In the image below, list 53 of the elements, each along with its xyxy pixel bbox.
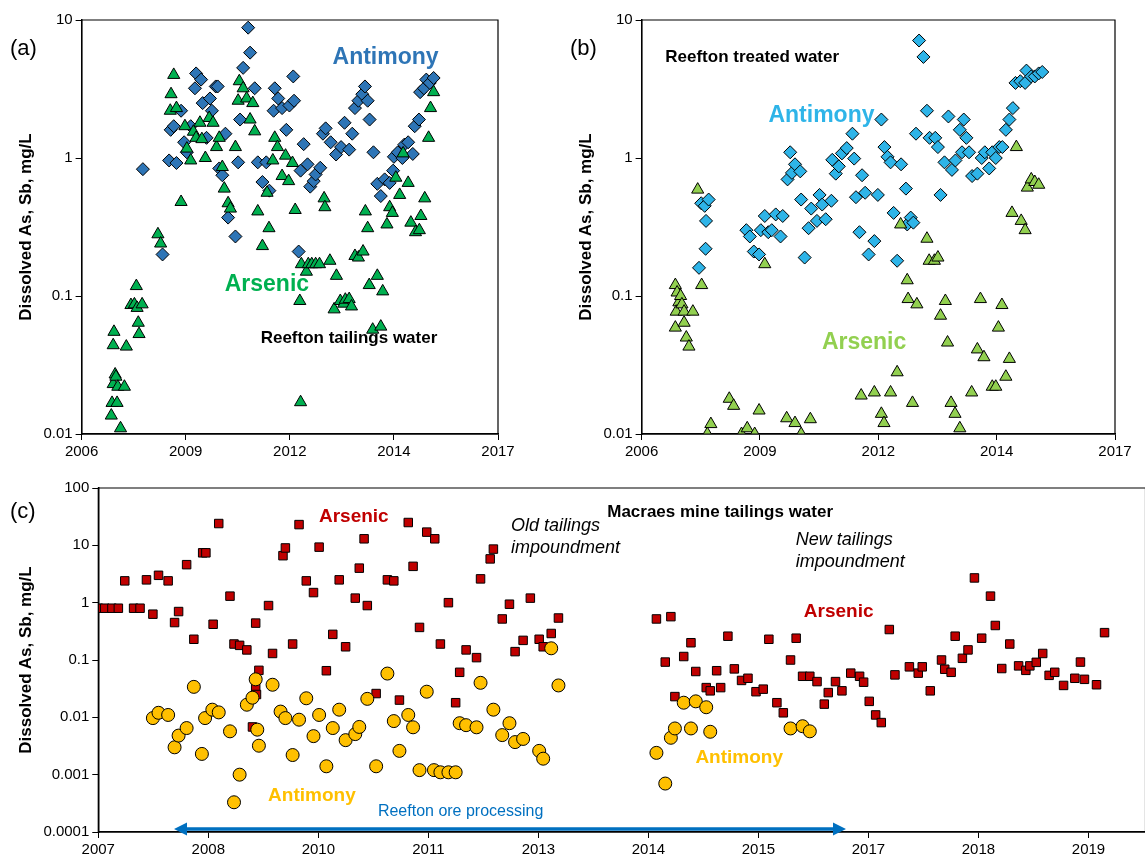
y-tick-label: 10 bbox=[615, 10, 633, 28]
x-tick-label: 2013 bbox=[521, 840, 556, 858]
y-axis-title: Dissolved As, Sb, mg/L bbox=[575, 133, 595, 321]
x-tick-label: 2012 bbox=[861, 442, 895, 460]
y-tick-label: 0.1 bbox=[611, 286, 633, 304]
series-label: Arsenic bbox=[803, 600, 874, 622]
series-label: Antimony bbox=[695, 746, 784, 768]
x-tick-label: 2014 bbox=[631, 840, 666, 858]
y-tick-label: 0.1 bbox=[68, 650, 90, 668]
x-tick-label: 2014 bbox=[377, 442, 411, 460]
x-tick-label: 2017 bbox=[1098, 442, 1132, 460]
x-tick-label: 2018 bbox=[961, 840, 996, 858]
text: (b) bbox=[570, 35, 597, 61]
text: Arsenic bbox=[318, 505, 389, 527]
x-tick-label: 2010 bbox=[301, 840, 336, 858]
y-tick-label: 0.01 bbox=[60, 707, 90, 725]
annotation: Reefton treated water bbox=[665, 46, 840, 66]
x-tick-label: 2011 bbox=[412, 840, 445, 858]
y-tick-label: 1 bbox=[624, 148, 633, 166]
series-label: Antimony bbox=[332, 42, 439, 69]
y-axis-title: Dissolved As, Sb, mg/L bbox=[15, 566, 35, 754]
x-tick-label: 2006 bbox=[624, 442, 659, 460]
series-label: Arsenic bbox=[224, 270, 310, 297]
y-tick-label: 0.01 bbox=[43, 424, 73, 442]
x-tick-label: 2009 bbox=[743, 442, 777, 460]
text: (c) bbox=[10, 498, 36, 524]
x-tick-label: 2019 bbox=[1071, 840, 1106, 858]
series-label: Arsenic bbox=[821, 328, 907, 355]
y-tick-label: 0.01 bbox=[603, 424, 633, 442]
y-tick-label: 1 bbox=[64, 148, 73, 166]
x-tick-label: 2008 bbox=[191, 840, 225, 858]
y-tick-label: 1 bbox=[80, 592, 90, 610]
x-tick-label: 2017 bbox=[851, 840, 886, 858]
x-tick-label: 2006 bbox=[64, 442, 99, 460]
text: Antimony bbox=[268, 784, 356, 806]
x-tick-label: 2007 bbox=[81, 840, 115, 858]
annotation: Reefton tailings water bbox=[260, 328, 438, 348]
y-axis-title: Dissolved As, Sb, mg/L bbox=[15, 133, 35, 321]
y-tick-label: 100 bbox=[64, 478, 90, 496]
x-tick-label: 2015 bbox=[741, 840, 776, 858]
y-tick-label: 0.1 bbox=[51, 286, 73, 304]
x-tick-label: 2014 bbox=[979, 442, 1014, 460]
x-tick-label: 2009 bbox=[169, 442, 203, 460]
series-label: Antimony bbox=[768, 100, 875, 127]
y-tick-label: 0.0001 bbox=[43, 822, 90, 840]
annotation: Reefton ore processing bbox=[377, 801, 544, 819]
x-tick-label: 2012 bbox=[273, 442, 307, 460]
y-tick-label: 10 bbox=[72, 535, 90, 553]
y-tick-label: 0.001 bbox=[51, 764, 90, 782]
x-tick-label: 2017 bbox=[481, 442, 515, 460]
y-tick-label: 10 bbox=[55, 10, 73, 28]
text: (a) bbox=[10, 35, 37, 61]
annotation: New tailings impoundment bbox=[795, 528, 906, 571]
